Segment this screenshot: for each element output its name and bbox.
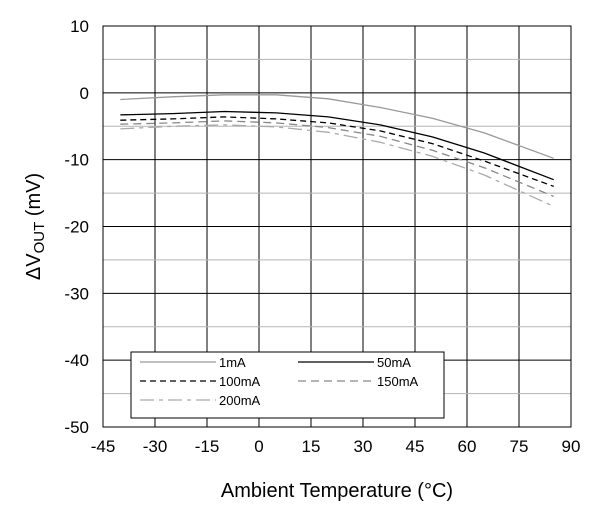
x-tick-label: -45: [91, 437, 116, 456]
y-axis-label: ΔVOUT (mV): [23, 173, 48, 280]
x-tick-label: 45: [406, 437, 425, 456]
x-tick-label: -15: [195, 437, 220, 456]
x-tick-label: 75: [510, 437, 529, 456]
y-tick-label: -10: [64, 151, 89, 170]
x-tick-label: 15: [302, 437, 321, 456]
y-axis-label-subscript: OUT: [31, 222, 48, 254]
plot-area: [102, 25, 572, 428]
series-line-1mA: [120, 94, 554, 159]
y-tick-label: 10: [70, 17, 89, 36]
legend-label-1mA: 1mA: [219, 355, 246, 370]
series-line-100mA: [120, 116, 554, 188]
legend-label-50mA: 50mA: [377, 355, 411, 370]
y-axis-label-unit: (mV): [23, 173, 45, 222]
legend-label-100mA: 100mA: [219, 374, 261, 389]
x-axis-label: Ambient Temperature (°C): [221, 480, 453, 502]
x-tick-label: 30: [354, 437, 373, 456]
legend-label-200mA: 200mA: [219, 393, 261, 408]
legend-box: [130, 351, 445, 419]
legend: 1mA 50mA 100mA 150mA 200mA: [130, 351, 445, 419]
y-tick-label: -30: [64, 284, 89, 303]
series-line-50mA: [120, 110, 554, 181]
y-tick-label: -50: [64, 418, 89, 437]
legend-label-150mA: 150mA: [377, 374, 419, 389]
x-tick-label: 0: [254, 437, 263, 456]
y-axis-ticks: 10 0 -10 -20 -30 -40 -50: [64, 17, 89, 437]
x-tick-label: 60: [458, 437, 477, 456]
y-tick-label: -40: [64, 351, 89, 370]
x-tick-label: 90: [562, 437, 581, 456]
x-tick-label: -30: [143, 437, 168, 456]
y-tick-label: 0: [80, 84, 89, 103]
series-line-150mA: [120, 120, 554, 198]
series-lines: [120, 94, 554, 207]
y-tick-label: -20: [64, 218, 89, 237]
x-axis-ticks: -45 -30 -15 0 15 30 45 60 75 90: [91, 437, 581, 456]
series-line-200mA: [120, 124, 554, 207]
y-axis-label-main: ΔV: [23, 253, 45, 280]
